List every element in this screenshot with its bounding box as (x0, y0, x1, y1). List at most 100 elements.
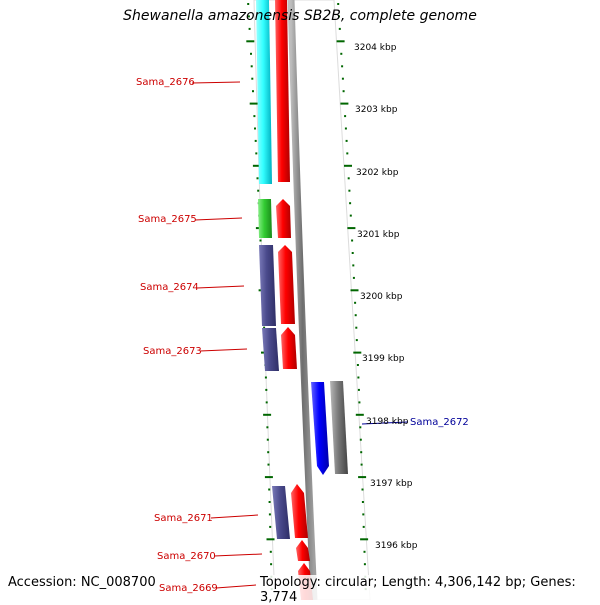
tick-mark (360, 451, 363, 454)
tick-mark (263, 326, 266, 329)
tick-mark (266, 438, 269, 441)
gene-label-sama-2671: Sama_2671 (154, 513, 213, 524)
gene-block-slate (262, 328, 279, 371)
tick-mark (357, 388, 360, 391)
tick-mark (255, 152, 258, 155)
tick-mark (336, 40, 345, 43)
tick-mark (268, 488, 271, 491)
tick-mark (346, 152, 349, 155)
tick-mark (354, 314, 357, 317)
tick-mark (263, 413, 272, 416)
tick-mark (270, 563, 273, 566)
tick-mark (356, 364, 359, 366)
tick-mark (349, 214, 352, 217)
tick-mark (355, 326, 358, 329)
tick-mark (361, 501, 364, 503)
tick-mark (264, 376, 267, 379)
gene-label-sama-2674: Sama_2674 (140, 282, 199, 293)
tick-mark (347, 227, 356, 230)
kbp-label: 3199 kbp (362, 354, 405, 364)
tick-mark (338, 27, 341, 30)
gene-label-sama-2670: Sama_2670 (157, 551, 216, 562)
gene-arrow-red (291, 484, 308, 538)
tick-mark (344, 164, 352, 167)
tick-marks-right (336, 3, 369, 591)
gene-block-cyan (256, 0, 272, 184)
tick-mark (340, 52, 343, 55)
tick-mark (247, 3, 250, 5)
kbp-label: 3202 kbp (356, 168, 399, 178)
tick-mark (259, 239, 262, 242)
tick-mark (358, 401, 361, 404)
tick-mark (349, 202, 352, 205)
tick-mark (254, 127, 256, 130)
tick-mark (354, 301, 357, 304)
gene-block-red (275, 0, 290, 182)
tick-mark (266, 426, 269, 429)
gene-arrow-red (276, 199, 291, 238)
genome-summary-text: Topology: circular; Length: 4,306,142 bp… (260, 575, 600, 605)
tick-mark (254, 139, 257, 142)
tick-mark (257, 189, 260, 192)
tick-mark (267, 463, 270, 466)
accession-text: Accession: NC_008700 (8, 575, 158, 590)
tick-mark (252, 164, 261, 167)
tick-mark (253, 115, 256, 118)
gene-label-sama-2673: Sama_2673 (143, 346, 202, 357)
tick-mark (352, 276, 355, 279)
tick-mark (340, 102, 349, 105)
gene-block-slate (272, 486, 290, 539)
tick-mark (359, 426, 362, 429)
tick-mark (267, 451, 270, 454)
label-leader-lines (191, 81, 409, 589)
gene-block-slate (259, 245, 276, 326)
tick-mark (265, 388, 268, 391)
gene-label-sama-2675: Sama_2675 (138, 214, 197, 225)
tick-mark (362, 525, 365, 528)
kbp-label: 3201 kbp (357, 230, 400, 240)
tick-mark (358, 476, 367, 479)
tick-mark (360, 463, 363, 466)
genome-title: Shewanella amazonensis SB2B, complete ge… (123, 8, 477, 24)
kbp-label: 3196 kbp (375, 541, 418, 551)
tick-mark (360, 538, 369, 541)
kbp-label: 3204 kbp (354, 43, 397, 53)
gene-block-gray (330, 381, 348, 474)
tick-mark (251, 77, 254, 80)
tick-mark (344, 115, 347, 118)
tick-mark (250, 65, 253, 68)
tick-mark (363, 550, 366, 553)
tick-mark (337, 3, 340, 5)
tick-mark (338, 15, 340, 18)
tick-mark (268, 501, 271, 503)
kbp-label: 3198 kbp (366, 417, 409, 427)
tick-mark (363, 563, 366, 566)
kbp-label: 3200 kbp (360, 292, 403, 302)
gene-arrow-red (278, 245, 295, 324)
tick-mark (355, 413, 364, 416)
gene-label-sama-2672: Sama_2672 (410, 417, 469, 428)
tick-mark (359, 438, 362, 441)
tick-mark (269, 550, 272, 553)
tick-mark (252, 90, 254, 93)
tick-mark (249, 102, 258, 105)
gene-block-green (258, 199, 272, 238)
tick-mark (347, 177, 350, 180)
tick-mark (357, 376, 360, 379)
tick-mark (268, 513, 271, 516)
tick-mark (353, 351, 362, 354)
gene-blocks (256, 0, 348, 600)
tick-mark (264, 476, 273, 479)
tick-mark (350, 289, 359, 292)
tick-mark (342, 90, 345, 93)
tick-mark (341, 77, 344, 80)
gene-arrow-blue (311, 382, 329, 475)
tick-mark (256, 177, 259, 180)
tick-mark (269, 525, 272, 528)
tick-mark (362, 513, 365, 516)
tick-mark (361, 488, 364, 491)
tick-mark (266, 538, 275, 541)
tick-mark (250, 52, 252, 55)
